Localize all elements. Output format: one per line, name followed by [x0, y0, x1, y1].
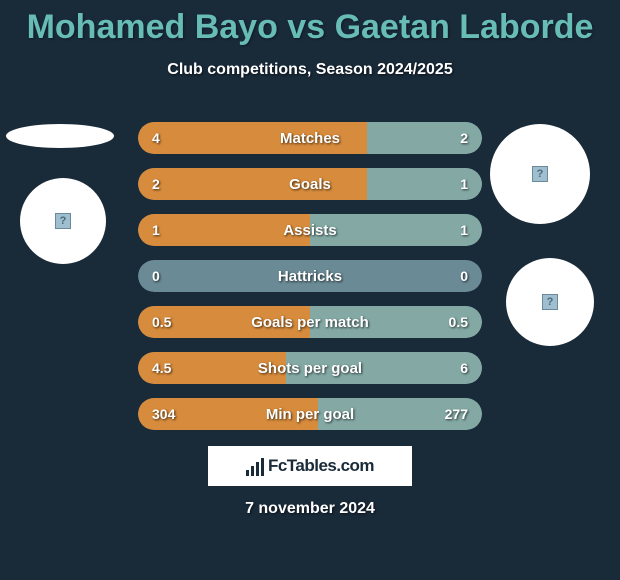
- stat-row: 42Matches: [138, 122, 482, 154]
- question-icon: ?: [55, 213, 71, 229]
- subtitle: Club competitions, Season 2024/2025: [0, 61, 620, 79]
- stat-label: Min per goal: [138, 406, 482, 423]
- stat-row: 304277Min per goal: [138, 398, 482, 430]
- stat-label: Shots per goal: [138, 360, 482, 377]
- stats-rows: 42Matches 21Goals 11Assists 00Hattricks 0.50…: [138, 122, 482, 444]
- club-right-badge: ?: [506, 258, 594, 346]
- player-right-avatar: ?: [490, 124, 590, 224]
- question-icon: ?: [542, 294, 558, 310]
- watermark-chart-icon: [246, 456, 264, 476]
- page-title: Mohamed Bayo vs Gaetan Laborde: [0, 0, 620, 47]
- stat-row: 0.50.5Goals per match: [138, 306, 482, 338]
- stat-label: Hattricks: [138, 268, 482, 285]
- stat-label: Goals: [138, 176, 482, 193]
- stat-label: Assists: [138, 222, 482, 239]
- question-icon: ?: [532, 166, 548, 182]
- date-label: 7 november 2024: [0, 500, 620, 518]
- watermark: FcTables.com: [208, 446, 412, 486]
- stat-row: 21Goals: [138, 168, 482, 200]
- watermark-text: FcTables.com: [268, 456, 374, 476]
- stat-row: 4.56Shots per goal: [138, 352, 482, 384]
- player-left-avatar: [6, 124, 114, 148]
- stat-row: 11Assists: [138, 214, 482, 246]
- stat-label: Goals per match: [138, 314, 482, 331]
- stat-label: Matches: [138, 130, 482, 147]
- stat-row: 00Hattricks: [138, 260, 482, 292]
- club-left-badge: ?: [20, 178, 106, 264]
